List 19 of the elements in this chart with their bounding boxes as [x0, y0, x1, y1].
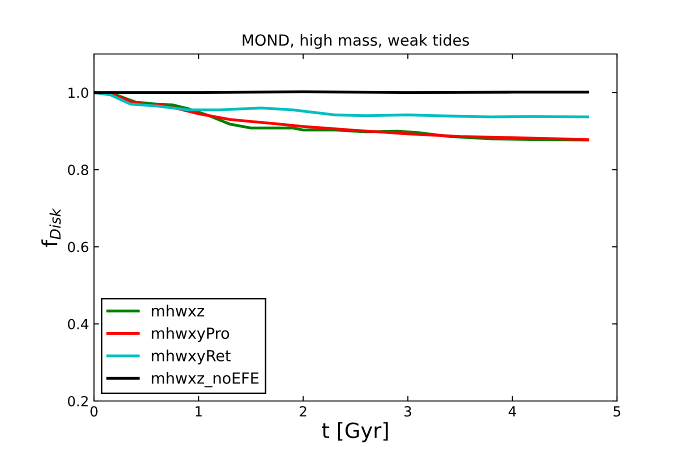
x-tick-label: 3: [404, 406, 412, 417]
legend-label: mhwxz_noEFE: [152, 372, 258, 388]
y-tick-label: 0.4: [68, 318, 88, 330]
y-tick-label: 0.2: [68, 396, 88, 406]
legend-label: mhwxyPro: [152, 327, 230, 342]
x-tick-label: 0: [90, 406, 98, 417]
x-tick-label: 5: [614, 406, 620, 417]
x-axis-title: t [Gyr]: [322, 422, 388, 442]
legend-label: mhwxz: [152, 304, 204, 316]
x-tick-label: 2: [300, 406, 306, 416]
x-tick-label: 1: [196, 406, 202, 416]
y-tick-label: 0.6: [68, 242, 88, 252]
y-axis-title: f$_{Disk}$: [41, 208, 61, 247]
legend-label: mhwxyRet: [152, 350, 231, 364]
y-tick-label: 0.8: [68, 164, 88, 176]
chart-title: MOND, high mass, weak tides: [242, 34, 469, 49]
y-tick-label: 1.0: [68, 88, 88, 98]
line-series: [94, 91, 590, 118]
x-tick-label: 4: [508, 406, 516, 416]
